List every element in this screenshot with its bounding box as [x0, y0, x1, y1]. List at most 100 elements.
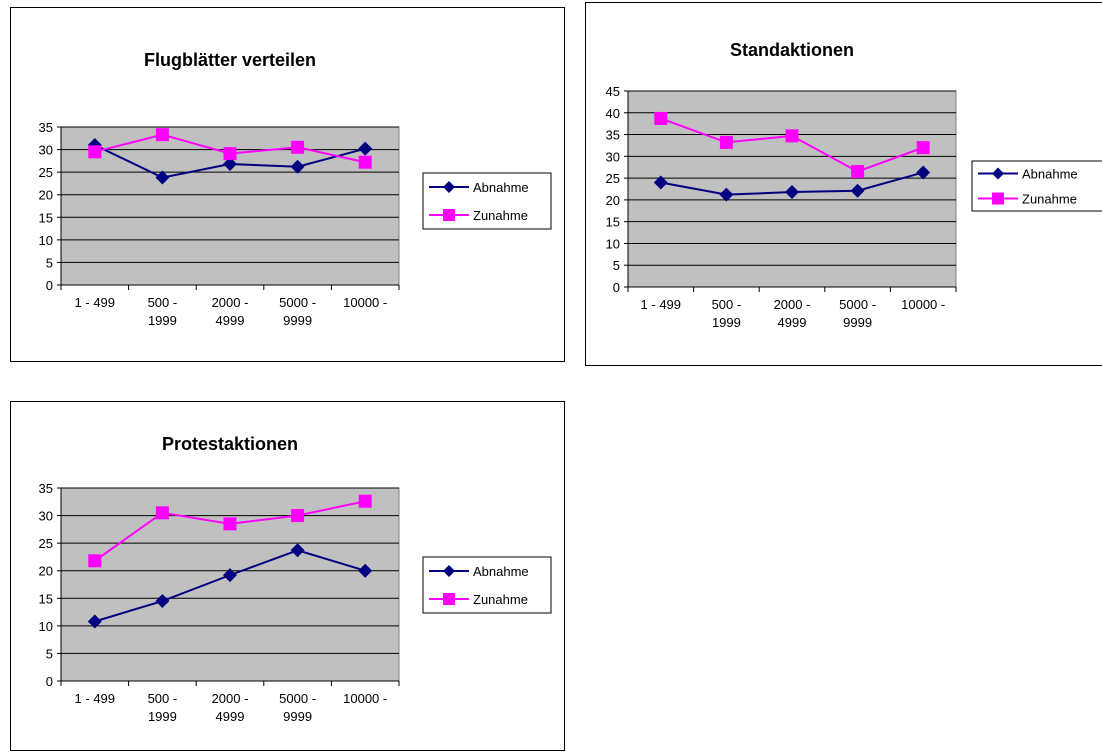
- y-tick-label: 20: [39, 188, 53, 203]
- chart-title: Flugblätter verteilen: [144, 50, 316, 70]
- data-point-zunahme: [223, 517, 237, 531]
- x-tick-label: 1999: [148, 313, 177, 328]
- y-tick-label: 0: [613, 280, 620, 295]
- x-tick-label: 1 - 499: [75, 295, 115, 310]
- x-tick-label: 10000 -: [343, 691, 387, 706]
- data-point-abnahme: [785, 185, 799, 200]
- x-tick-label: 1 - 499: [75, 691, 115, 706]
- chart-title: Standaktionen: [730, 40, 854, 60]
- y-tick-label: 35: [39, 481, 53, 496]
- y-tick-label: 25: [39, 536, 53, 551]
- x-tick-label: 500 -: [712, 297, 742, 312]
- x-tick-label: 1 - 499: [641, 297, 681, 312]
- data-point-abnahme: [916, 165, 931, 180]
- data-point-abnahme: [223, 568, 237, 583]
- data-point-abnahme: [653, 175, 668, 190]
- chart-svg-standaktionen: Standaktionen 0 5 10 15 20 25 30 35 40 45 1 - 499 50…: [606, 40, 1102, 330]
- x-tick-label: 5000 -: [279, 295, 316, 310]
- data-point-zunahme: [719, 135, 733, 149]
- y-tick-label: 10: [39, 233, 53, 248]
- data-point-abnahme: [290, 159, 305, 174]
- chart-flugblaetter: Flugblätter verteilen 0 5 10 15 20 25 30 35 1 - 4…: [10, 7, 565, 362]
- data-point-abnahme: [87, 614, 102, 629]
- x-tick-label: 10000 -: [901, 297, 945, 312]
- x-tick-label: 500 -: [148, 691, 178, 706]
- y-tick-label: 15: [39, 210, 53, 225]
- x-tick-label: 9999: [283, 709, 312, 724]
- y-tick-label: 35: [606, 128, 620, 143]
- legend-label-zunahme: Zunahme: [1022, 192, 1077, 207]
- y-tick-label: 20: [606, 193, 620, 208]
- legend-marker-abnahme: [443, 565, 455, 577]
- data-point-abnahme: [155, 170, 170, 185]
- data-point-abnahme: [358, 141, 373, 156]
- y-tick-label: 40: [606, 106, 620, 121]
- legend-marker-abnahme: [443, 181, 455, 193]
- x-tick-label: 1999: [712, 315, 741, 330]
- x-tick-label: 10000 -: [343, 295, 387, 310]
- legend-marker-abnahme: [992, 167, 1004, 180]
- chart-protestaktionen: Protestaktionen 0 5 10 15 20 25 30 35 1 - 499 500 …: [10, 401, 565, 751]
- data-point-zunahme: [223, 147, 237, 161]
- y-tick-label: 30: [606, 149, 620, 164]
- y-tick-label: 5: [613, 258, 620, 273]
- data-point-zunahme: [654, 111, 668, 125]
- y-tick-label: 20: [39, 564, 53, 579]
- data-point-abnahme: [719, 187, 734, 202]
- legend-marker-zunahme: [992, 192, 1004, 205]
- y-tick-label: 10: [606, 236, 620, 251]
- legend-marker-zunahme: [443, 209, 455, 221]
- y-tick-label: 5: [46, 255, 53, 270]
- data-point-abnahme: [358, 563, 373, 578]
- x-tick-label: 5000 -: [279, 691, 316, 706]
- x-tick-label: 2000 -: [212, 295, 249, 310]
- data-point-zunahme: [155, 506, 169, 520]
- y-tick-label: 30: [39, 143, 53, 158]
- data-point-zunahme: [291, 509, 305, 523]
- y-tick-label: 0: [46, 278, 53, 293]
- data-point-zunahme: [358, 155, 372, 169]
- y-tick-label: 25: [39, 165, 53, 180]
- data-point-abnahme: [223, 157, 237, 172]
- chart-title: Protestaktionen: [162, 434, 298, 454]
- legend-label-abnahme: Abnahme: [473, 180, 529, 195]
- legend-marker-zunahme: [443, 593, 455, 605]
- x-tick-label: 2000 -: [212, 691, 249, 706]
- data-point-zunahme: [916, 141, 930, 155]
- y-tick-label: 15: [606, 215, 620, 230]
- data-point-zunahme: [358, 494, 372, 508]
- x-tick-label: 4999: [216, 709, 245, 724]
- y-tick-label: 5: [46, 646, 53, 661]
- legend-label-abnahme: Abnahme: [1022, 167, 1078, 182]
- x-tick-label: 500 -: [148, 295, 178, 310]
- y-tick-label: 30: [39, 509, 53, 524]
- data-point-zunahme: [851, 165, 865, 179]
- x-tick-label: 5000 -: [839, 297, 876, 312]
- y-tick-label: 15: [39, 591, 53, 606]
- x-tick-label: 2000 -: [774, 297, 811, 312]
- x-tick-label: 9999: [843, 315, 872, 330]
- x-tick-label: 1999: [148, 709, 177, 724]
- data-point-zunahme: [785, 129, 799, 143]
- x-tick-label: 9999: [283, 313, 312, 328]
- x-tick-label: 4999: [216, 313, 245, 328]
- data-point-zunahme: [88, 145, 102, 159]
- y-tick-label: 45: [606, 84, 620, 99]
- data-point-zunahme: [291, 140, 305, 154]
- x-tick-label: 4999: [778, 315, 807, 330]
- chart-svg-flugblaetter: Flugblätter verteilen 0 5 10 15 20 25 30 35 1 - 4…: [39, 50, 552, 328]
- plot-area: [60, 487, 400, 682]
- data-point-abnahme: [290, 543, 305, 558]
- y-tick-label: 35: [39, 120, 53, 135]
- chart-svg-protestaktionen: Protestaktionen 0 5 10 15 20 25 30 35 1 - 499 500 …: [39, 434, 552, 724]
- data-point-zunahme: [88, 554, 102, 568]
- legend-label-zunahme: Zunahme: [473, 592, 528, 607]
- y-tick-label: 25: [606, 171, 620, 186]
- legend-label-zunahme: Zunahme: [473, 208, 528, 223]
- legend-label-abnahme: Abnahme: [473, 564, 529, 579]
- data-point-zunahme: [155, 128, 169, 142]
- y-tick-label: 0: [46, 674, 53, 689]
- chart-standaktionen: Standaktionen 0 5 10 15 20 25 30 35 40 45 1 - 499 50…: [585, 2, 1102, 366]
- data-point-abnahme: [850, 183, 865, 198]
- y-tick-label: 10: [39, 619, 53, 634]
